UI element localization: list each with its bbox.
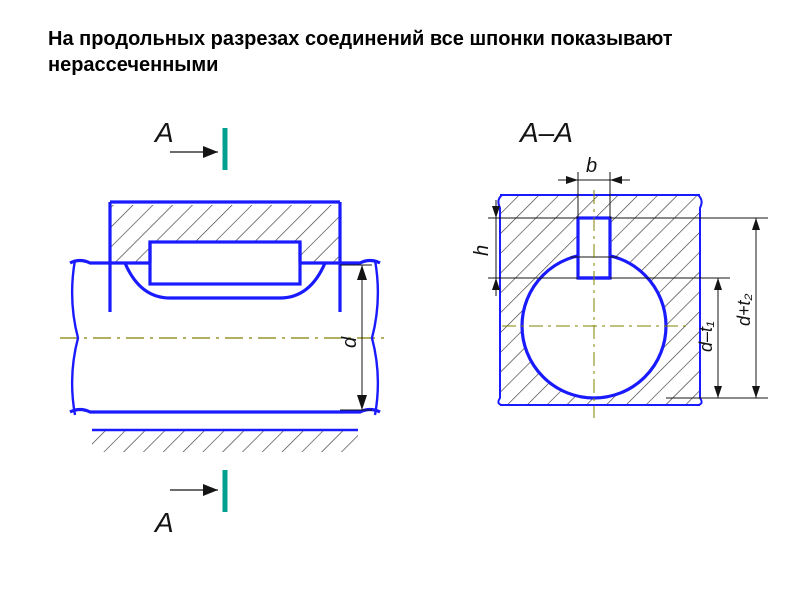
diagram: А [0,100,800,580]
label-A-bottom: А [153,507,174,538]
dim-dt1-label: d–t₁ [696,321,716,352]
key-shape [150,242,300,284]
left-body [60,202,390,452]
dim-dt2-label: d+t₂ [734,293,754,326]
dim-d-label: d [339,336,361,348]
dim-h-label: h [471,245,493,256]
section-arrow-bottom: А [153,470,225,538]
right-view: А–А b [471,117,768,418]
dim-b-label: b [586,155,597,177]
left-view: А [60,117,390,538]
label-A-top: А [153,117,174,148]
section-title: А–А [518,117,573,148]
page-title: На продольных разрезах соединений все шп… [48,26,748,78]
section-arrow-top: А [153,117,225,170]
